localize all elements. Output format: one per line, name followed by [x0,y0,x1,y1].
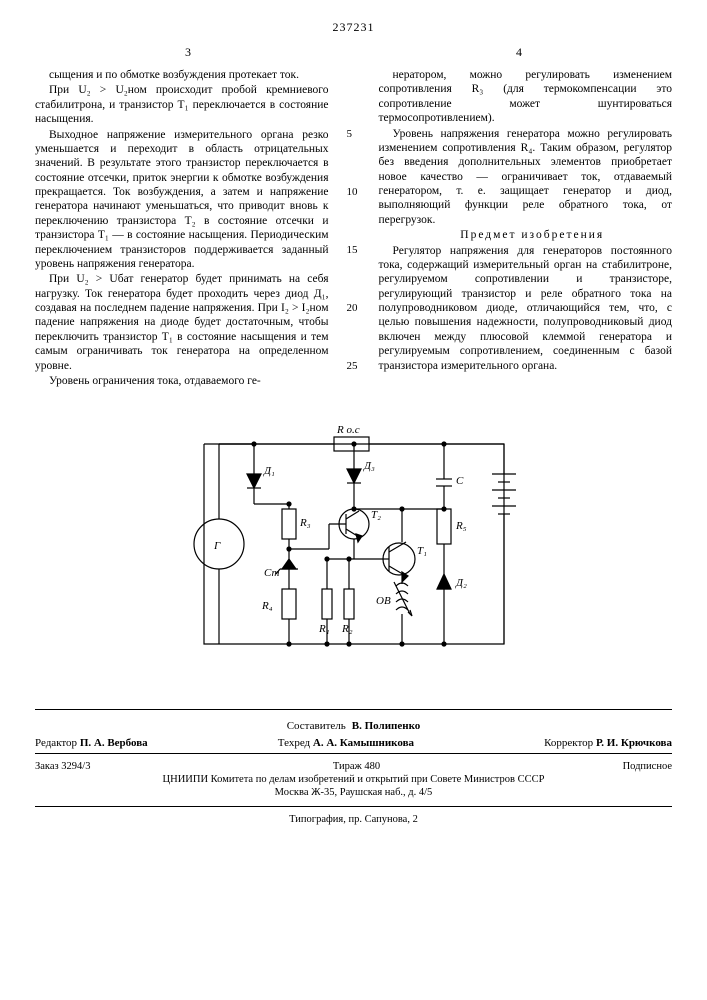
svg-text:Д₂: Д₂ [455,577,467,589]
subject-heading: Предмет изобретения [379,228,673,242]
svg-text:R₃: R₃ [299,517,311,529]
line-num-5: 5 [347,128,353,142]
compiler-label: Составитель [287,720,346,734]
left-p1: сыщения и по обмотке возбуждения протека… [35,68,329,82]
svg-text:C: C [456,475,464,487]
svg-text:R о.с: R о.с [336,424,360,436]
tech-name: А. А. Камышникова [313,737,414,749]
tech-label: Техред [278,737,310,749]
subscription: Подписное [623,760,672,773]
circuit-diagram: Г R о.с Д₁ R₃ Ст [35,414,672,668]
svg-text:R₂: R₂ [341,623,353,635]
line-num-25: 25 [347,360,358,374]
line-num-15: 15 [347,244,358,258]
right-p3: Регулятор напряжения для генераторов пос… [379,244,673,373]
svg-text:T₁: T₁ [417,545,427,557]
left-p2: При U₂ > U₂ном происходит пробой кремние… [35,83,329,126]
editor-name: П. А. Вербова [80,737,148,749]
corrector-label: Корректор [544,737,593,749]
svg-text:R₄: R₄ [261,600,273,612]
svg-text:Д₃: Д₃ [363,460,375,472]
schematic-svg: Г R о.с Д₁ R₃ Ст [174,414,534,664]
line-num-20: 20 [347,302,358,316]
printer-line: Типография, пр. Сапунова, 2 [35,807,672,826]
svg-text:Г: Г [213,540,221,552]
right-p1: нератором, можно регулировать изменением… [379,68,673,126]
svg-text:Ст: Ст [264,567,279,579]
svg-text:R₅: R₅ [455,520,467,532]
address-line: Москва Ж-35, Раушская наб., д. 4/5 [35,786,672,799]
org-line: ЦНИИПИ Комитета по делам изобретений и о… [35,773,672,786]
editor-label: Редактор [35,737,77,749]
tirazh: Тираж 480 [333,760,380,773]
svg-text:R₁: R₁ [318,623,330,635]
left-column: сыщения и по обмотке возбуждения протека… [35,68,329,389]
left-p5: Уровень ограничения тока, отдаваемого ге… [35,374,329,388]
corrector-name: Р. И. Крючкова [596,737,672,749]
compiler-name: В. Полипенко [352,720,421,734]
svg-text:T₂: T₂ [371,509,381,521]
footer: Составитель В. Полипенко Редактор П. А. … [35,709,672,826]
order-number: Заказ 3294/3 [35,760,90,773]
right-page-num: 4 [516,45,522,60]
left-p3: Выходное напряжение измерительного орган… [35,128,329,272]
line-number-gutter: 5 10 15 20 25 [347,68,361,389]
body-columns: сыщения и по обмотке возбуждения протека… [35,68,672,389]
right-column: нератором, можно регулировать изменением… [379,68,673,389]
svg-text:Д₁: Д₁ [263,465,275,477]
left-p4: При U₂ > Uбат генератор будет принимать … [35,272,329,373]
line-num-10: 10 [347,186,358,200]
document-number: 237231 [35,20,672,35]
left-page-num: 3 [185,45,191,60]
right-p2: Уровень напряжения генератора можно регу… [379,127,673,228]
svg-text:ОВ: ОВ [376,595,391,607]
